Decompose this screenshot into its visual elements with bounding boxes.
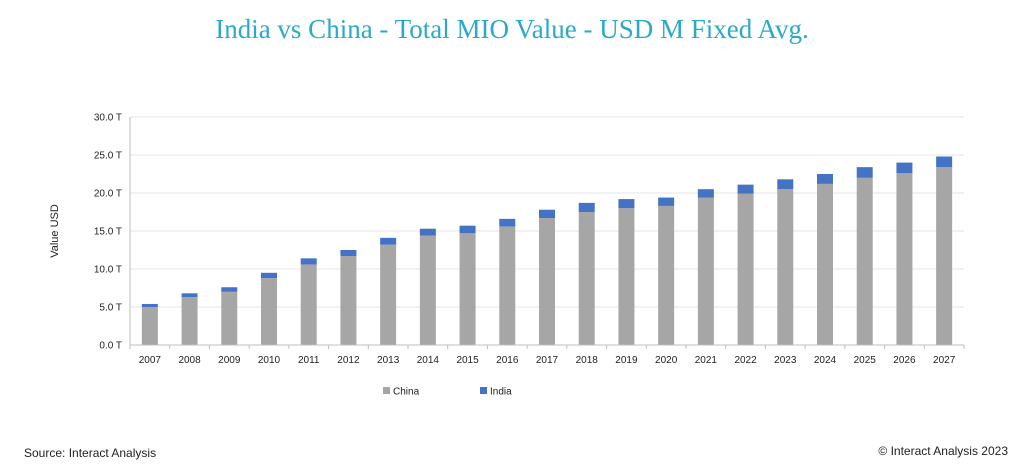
y-tick-label: 20.0 T — [94, 189, 122, 200]
y-axis-ticks: 0.0 T 5.0 T 10.0 T 15.0 T 20.0 T 25.0 T 30.0 T — [94, 113, 122, 352]
bar-china-2015 — [459, 233, 476, 345]
bar-india-2019 — [618, 199, 635, 209]
bar-india-2027 — [936, 156, 953, 168]
bar-india-2020 — [658, 197, 675, 206]
y-tick-label: 10.0 T — [94, 265, 122, 276]
y-tick-label: 30.0 T — [94, 113, 122, 124]
bar-india-2007 — [141, 303, 158, 307]
bar-india-2025 — [856, 167, 873, 178]
x-tick-label: 2023 — [774, 355, 797, 366]
chart-title: India vs China - Total MIO Value - USD M… — [215, 14, 809, 44]
legend-swatch-india — [480, 387, 487, 394]
y-tick-label: 0.0 T — [99, 341, 122, 352]
copyright-note: © Interact Analysis 2023 — [878, 444, 1008, 458]
bar-china-2008 — [181, 297, 198, 345]
bar-china-2012 — [340, 256, 357, 345]
bar-india-2012 — [340, 250, 357, 257]
x-tick-label: 2010 — [258, 355, 281, 366]
x-tick-label: 2017 — [536, 355, 559, 366]
bar-india-2023 — [777, 179, 794, 190]
bar-india-2011 — [300, 258, 317, 265]
bar-india-2024 — [817, 174, 833, 184]
bar-china-2020 — [658, 205, 675, 345]
bar-china-2009 — [221, 291, 238, 345]
x-tick-label: 2019 — [615, 355, 638, 366]
bar-india-2021 — [697, 189, 714, 198]
x-tick-label: 2025 — [854, 355, 877, 366]
y-axis-label: Value USD — [49, 204, 61, 258]
bar-india-2010 — [261, 272, 277, 279]
bar-china-2011 — [300, 264, 317, 345]
x-tick-label: 2013 — [377, 355, 400, 366]
x-tick-label: 2018 — [576, 355, 599, 366]
y-tick-label: 5.0 T — [99, 303, 122, 314]
bar-india-2008 — [181, 293, 198, 298]
x-tick-label: 2007 — [139, 355, 162, 366]
legend-label-india: India — [490, 387, 512, 398]
x-tick-label: 2009 — [218, 355, 241, 366]
x-tick-label: 2024 — [814, 355, 837, 366]
x-tick-label: 2014 — [417, 355, 440, 366]
legend: China India — [383, 387, 512, 398]
x-tick-label: 2012 — [337, 355, 360, 366]
source-note: Source: Interact Analysis — [24, 446, 157, 460]
bar-china-2007 — [141, 307, 158, 345]
bar-china-2023 — [777, 189, 794, 345]
bar-china-2018 — [578, 212, 595, 345]
bar-china-2014 — [419, 235, 436, 345]
bar-india-2022 — [737, 184, 754, 194]
bar-china-2017 — [539, 218, 555, 345]
x-axis-ticks: 2007 2008 2009 2010 2011 2012 2013 2014 2015 2016… — [129, 345, 965, 366]
bar-china-2010 — [261, 278, 277, 345]
x-tick-label: 2011 — [298, 355, 320, 366]
bar-india-2014 — [419, 228, 436, 236]
y-tick-label: 25.0 T — [94, 151, 122, 162]
bar-china-2022 — [737, 193, 754, 345]
bars — [141, 156, 953, 345]
x-tick-label: 2016 — [496, 355, 519, 366]
bar-china-2027 — [936, 167, 953, 345]
bar-india-2015 — [459, 225, 476, 234]
bar-india-2013 — [380, 237, 397, 245]
bar-china-2021 — [697, 197, 714, 345]
x-tick-label: 2026 — [893, 355, 916, 366]
bar-india-2017 — [539, 209, 555, 219]
y-tick-label: 15.0 T — [94, 227, 122, 238]
bar-china-2024 — [817, 183, 833, 345]
x-tick-label: 2020 — [655, 355, 678, 366]
legend-swatch-china — [383, 387, 390, 394]
x-tick-label: 2021 — [695, 355, 718, 366]
bar-india-2018 — [578, 202, 595, 212]
bar-india-2009 — [221, 287, 238, 292]
legend-label-china: China — [393, 387, 420, 398]
x-tick-label: 2027 — [933, 355, 956, 366]
x-tick-label: 2008 — [178, 355, 201, 366]
bar-china-2019 — [618, 208, 635, 345]
bar-india-2016 — [499, 218, 516, 227]
x-tick-label: 2022 — [734, 355, 757, 366]
bar-china-2025 — [856, 177, 873, 345]
bar-china-2026 — [896, 173, 913, 345]
bar-india-2026 — [896, 162, 913, 174]
bar-china-2013 — [380, 244, 397, 345]
x-tick-label: 2015 — [456, 355, 479, 366]
bar-china-2016 — [499, 226, 516, 345]
